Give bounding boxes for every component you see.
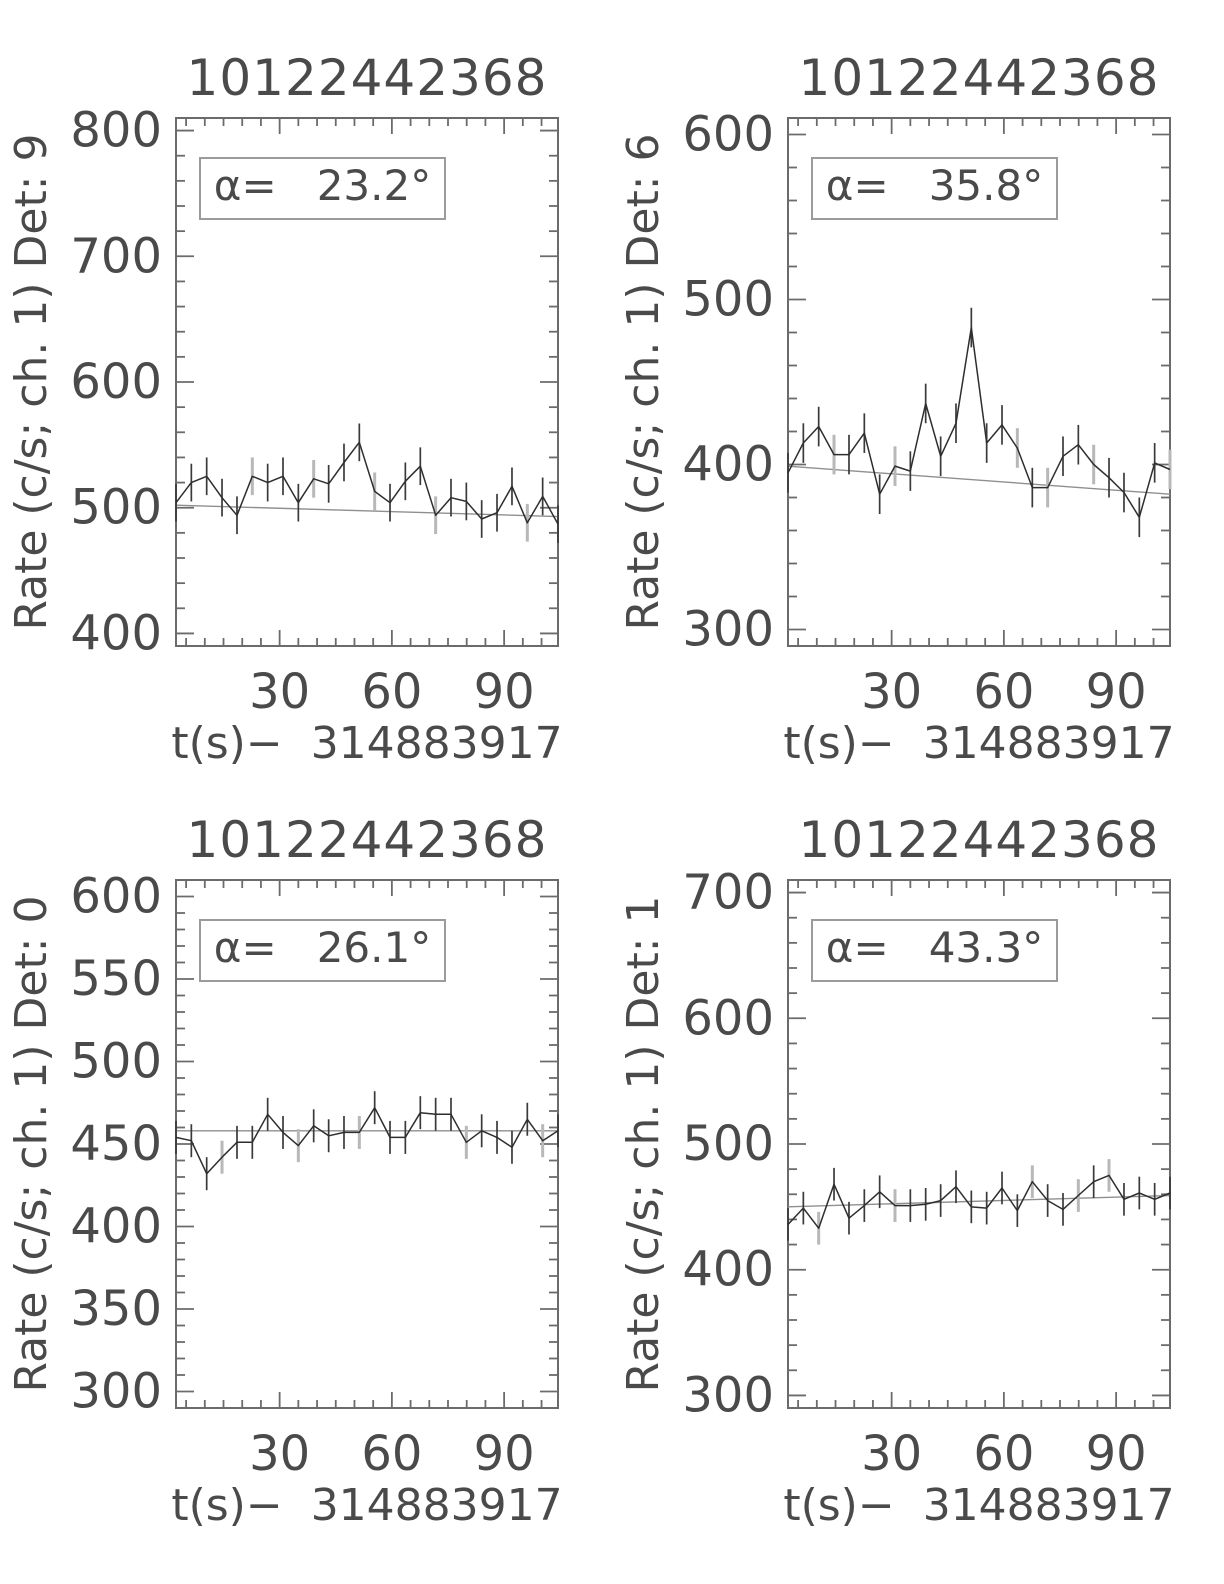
- light-curve-chart-det6: 10122442368 30 60 90 300 400 500 600 t(s)− 31488…: [618, 49, 1175, 769]
- y-tick-label: 350: [70, 1281, 162, 1337]
- x-tick-label: 30: [249, 664, 310, 720]
- axis-frame: [787, 117, 1171, 647]
- y-tick-label: 300: [682, 602, 774, 658]
- y-tick-label: 400: [682, 437, 774, 493]
- y-tick-label: 400: [70, 605, 162, 661]
- y-tick-label: 500: [70, 1034, 162, 1090]
- y-tick-label: 800: [70, 103, 162, 159]
- y-tick-label: 400: [682, 1242, 774, 1298]
- alpha-annotation-box: [811, 919, 1058, 982]
- y-tick-label: 500: [70, 480, 162, 536]
- y-tick-label: 700: [682, 865, 774, 921]
- light-curve-panel-det0: 10122442368 30 60 90 300 350 400 450 500 550 600 t(…: [0, 792, 612, 1584]
- x-tick-label: 90: [1086, 664, 1147, 720]
- y-tick-label: 600: [682, 107, 774, 163]
- x-axis-label: t(s)− 314883917: [171, 1480, 562, 1531]
- y-tick-label: 450: [70, 1116, 162, 1172]
- x-axis-label: t(s)− 314883917: [783, 1480, 1174, 1531]
- light-curve-chart-det9: 10122442368 30 60 90 400 500 600 700 800 t(s)− 31…: [6, 49, 563, 769]
- x-axis-label: t(s)− 314883917: [171, 718, 562, 769]
- light-curve-chart-det0: 10122442368 30 60 90 300 350 400 450 500 550 600 t(…: [6, 811, 563, 1531]
- alpha-annotation-box: [199, 157, 446, 220]
- light-curve-panel-det1: 10122442368 30 60 90 300 400 500 600 700 t(s)− 31…: [612, 792, 1224, 1584]
- light-curve-panel-det9: 10122442368 30 60 90 400 500 600 700 800 t(s)− 31…: [0, 0, 612, 792]
- alpha-annotation-box: [811, 157, 1058, 220]
- x-tick-label: 30: [861, 1426, 922, 1482]
- panel-title: 10122442368: [187, 49, 548, 107]
- y-tick-label: 700: [70, 228, 162, 284]
- y-tick-label: 300: [682, 1367, 774, 1423]
- light-curve-chart-det1: 10122442368 30 60 90 300 400 500 600 700 t(s)− 31…: [618, 811, 1175, 1531]
- y-tick-label: 600: [70, 869, 162, 925]
- y-tick-label: 600: [682, 990, 774, 1046]
- y-tick-label: 400: [70, 1199, 162, 1255]
- y-tick-label: 550: [70, 951, 162, 1007]
- x-tick-label: 90: [474, 1426, 535, 1482]
- y-axis-label: Rate (c/s; ch. 1) Det: 1: [618, 896, 669, 1393]
- light-curve-panel-det6: 10122442368 30 60 90 300 400 500 600 t(s)− 31488…: [612, 0, 1224, 792]
- x-tick-label: 60: [973, 1426, 1034, 1482]
- rate-data-line: [175, 441, 559, 525]
- panel-title: 10122442368: [187, 811, 548, 869]
- trend-line: [787, 465, 1171, 495]
- x-tick-label: 30: [861, 664, 922, 720]
- alpha-annotation: α= 35.8°: [826, 161, 1043, 210]
- alpha-annotation-box: [199, 919, 446, 982]
- y-tick-label: 600: [70, 354, 162, 410]
- alpha-annotation: α= 26.1°: [214, 923, 431, 972]
- y-axis-label: Rate (c/s; ch. 1) Det: 6: [618, 134, 669, 631]
- y-tick-label: 500: [682, 1116, 774, 1172]
- panel-title: 10122442368: [799, 49, 1160, 107]
- x-axis-label: t(s)− 314883917: [783, 718, 1174, 769]
- alpha-annotation: α= 23.2°: [214, 161, 431, 210]
- x-tick-label: 60: [361, 664, 422, 720]
- x-tick-label: 90: [1086, 1426, 1147, 1482]
- y-axis-label: Rate (c/s; ch. 1) Det: 0: [6, 896, 57, 1393]
- trend-line: [787, 1194, 1171, 1208]
- x-tick-label: 90: [474, 664, 535, 720]
- x-tick-label: 60: [361, 1426, 422, 1482]
- x-tick-label: 60: [973, 664, 1034, 720]
- y-tick-label: 300: [70, 1364, 162, 1420]
- rate-data-line: [787, 326, 1171, 519]
- alpha-annotation: α= 43.3°: [826, 923, 1043, 972]
- y-tick-label: 500: [682, 272, 774, 328]
- rate-data-line: [787, 1174, 1171, 1229]
- panel-title: 10122442368: [799, 811, 1160, 869]
- rate-data-line: [175, 1106, 559, 1175]
- y-axis-label: Rate (c/s; ch. 1) Det: 9: [6, 134, 57, 631]
- x-tick-label: 30: [249, 1426, 310, 1482]
